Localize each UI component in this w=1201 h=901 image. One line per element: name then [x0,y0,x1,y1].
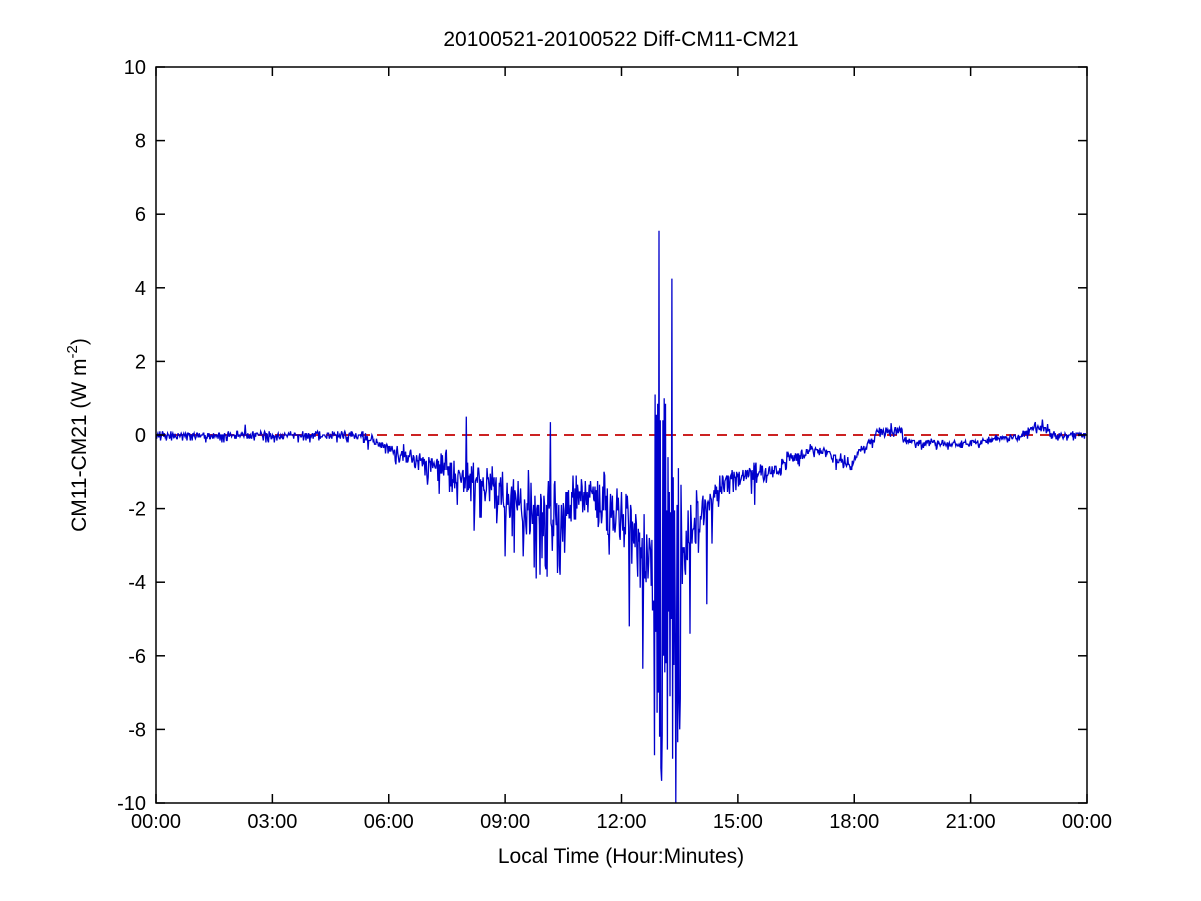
y-tick-label: 6 [135,204,146,226]
y-axis-label: CM11-CM21 (W m-2) [64,338,91,532]
y-tick-label: 8 [135,131,146,153]
x-tick-label: 09:00 [480,811,530,833]
x-axis-tick-labels: 00:00 03:00 06:00 09:00 12:00 15:00 18:00 21:00… [131,811,1112,833]
x-tick-label: 21:00 [946,811,996,833]
x-axis-label: Local Time (Hour:Minutes) [498,845,744,868]
y-tick-label: 10 [124,57,146,79]
x-tick-label: 00:00 [1062,811,1112,833]
data-series-line [156,230,1087,803]
x-tick-label: 03:00 [247,811,297,833]
y-tick-label: -2 [128,499,146,521]
x-tick-label: 18:00 [829,811,879,833]
y-tick-label: -6 [128,646,146,668]
plot-title: 20100521-20100522 Diff-CM11-CM21 [443,28,798,51]
y-tick-label: 4 [135,278,146,300]
x-tick-label: 06:00 [364,811,414,833]
y-axis-tick-labels: 10 8 6 4 2 0 -2 -4 -6 -8 -10 [117,57,146,815]
x-tick-label: 15:00 [713,811,763,833]
x-tick-label: 00:00 [131,811,181,833]
y-tick-label: 0 [135,425,146,447]
x-tick-label: 12:00 [596,811,646,833]
y-tick-label: -10 [117,793,146,815]
y-tick-label: -8 [128,719,146,741]
y-tick-label: -4 [128,572,146,594]
y-tick-label: 2 [135,351,146,373]
axis-ticks [155,66,1088,804]
